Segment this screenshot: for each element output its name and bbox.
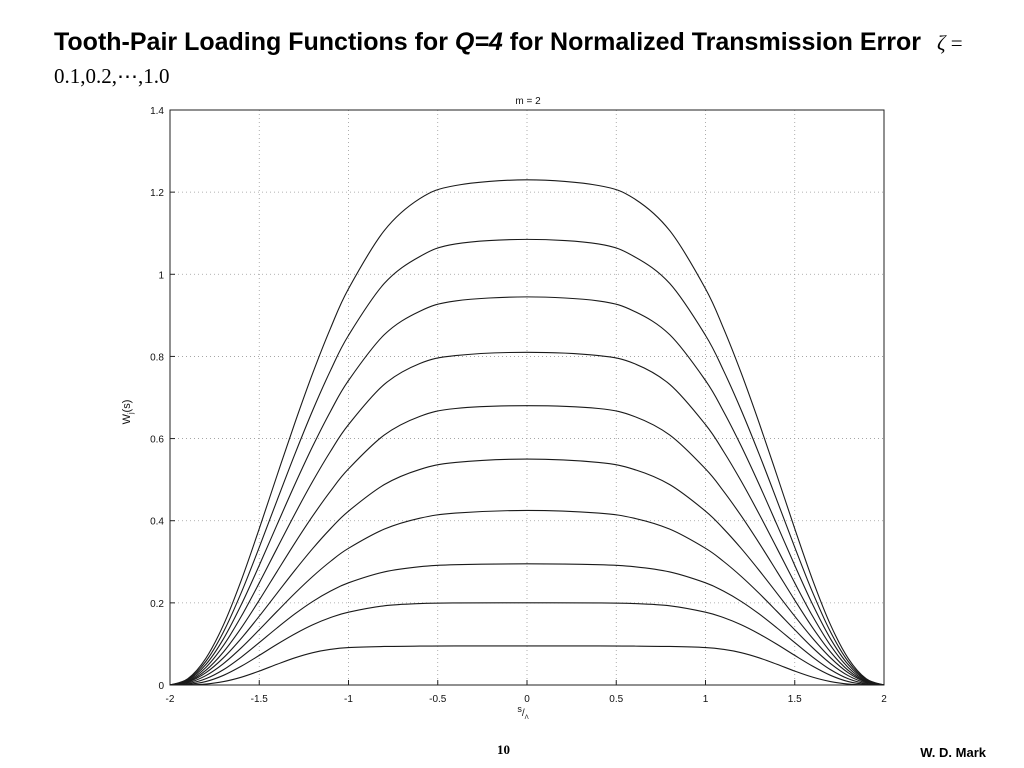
x-tick-label: 0.5 bbox=[609, 694, 623, 705]
x-tick-label: -1 bbox=[344, 694, 353, 705]
series-line-zeta-0.7 bbox=[169, 351, 885, 686]
y-tick-label: 0.6 bbox=[150, 435, 164, 446]
series-line-zeta-0.6 bbox=[169, 405, 885, 686]
series-line-zeta-0.8 bbox=[169, 296, 885, 686]
series-line-zeta-0.5 bbox=[169, 458, 885, 686]
author-credit: W. D. Mark bbox=[920, 745, 986, 760]
y-tick-label: 0 bbox=[158, 681, 164, 692]
zeta-values: = 0.1,0.2,⋯,1.0 bbox=[54, 31, 963, 88]
title-q-value: Q=4 bbox=[454, 28, 503, 56]
y-tick-label: 0.4 bbox=[150, 517, 164, 528]
x-tick-label: 1.5 bbox=[788, 694, 802, 705]
x-tick-label: 0 bbox=[524, 694, 530, 705]
y-axis-label: Wj(s) bbox=[121, 400, 135, 425]
y-tick-label: 1.4 bbox=[150, 106, 164, 117]
chart-ticks: -2 -1.5 -1 -0.5 0 0.5 1 1.5 2 0 0.2 0.4 0.6 0.8 1 1.2 1.… bbox=[150, 106, 887, 705]
y-tick-label: 0.2 bbox=[150, 599, 164, 610]
y-tick-label: 0.8 bbox=[150, 352, 164, 363]
x-tick-label: -1.5 bbox=[251, 694, 269, 705]
x-axis-label: s/Λ bbox=[517, 704, 528, 721]
slide-title: Tooth-Pair Loading Functions for Q=4 for… bbox=[54, 26, 994, 92]
x-tick-label: 2 bbox=[881, 694, 887, 705]
x-tick-label: 1 bbox=[703, 694, 709, 705]
chart-series bbox=[169, 179, 885, 686]
chart-title: m = 2 bbox=[515, 96, 541, 107]
series-line-zeta-0.9 bbox=[169, 238, 885, 686]
zeta-symbol: ζ bbox=[937, 31, 946, 55]
series-line-zeta-1 bbox=[169, 179, 885, 686]
title-text: Tooth-Pair Loading Functions for bbox=[54, 28, 455, 56]
series-line-zeta-0.2 bbox=[169, 602, 885, 686]
y-tick-label: 1.2 bbox=[150, 188, 164, 199]
series-line-zeta-0.1 bbox=[169, 645, 885, 686]
y-tick-label: 1 bbox=[158, 270, 164, 281]
x-tick-label: -2 bbox=[166, 694, 175, 705]
title-text-rest: for Normalized Transmission Error bbox=[502, 28, 922, 56]
zeta-formula: ζ = 0.1,0.2,⋯,1.0 bbox=[54, 31, 963, 88]
chart-grid bbox=[169, 109, 885, 686]
x-tick-label: -0.5 bbox=[429, 694, 447, 705]
series-line-zeta-0.3 bbox=[169, 563, 885, 686]
series-line-zeta-0.4 bbox=[169, 509, 885, 686]
page-number: 10 bbox=[497, 742, 510, 757]
